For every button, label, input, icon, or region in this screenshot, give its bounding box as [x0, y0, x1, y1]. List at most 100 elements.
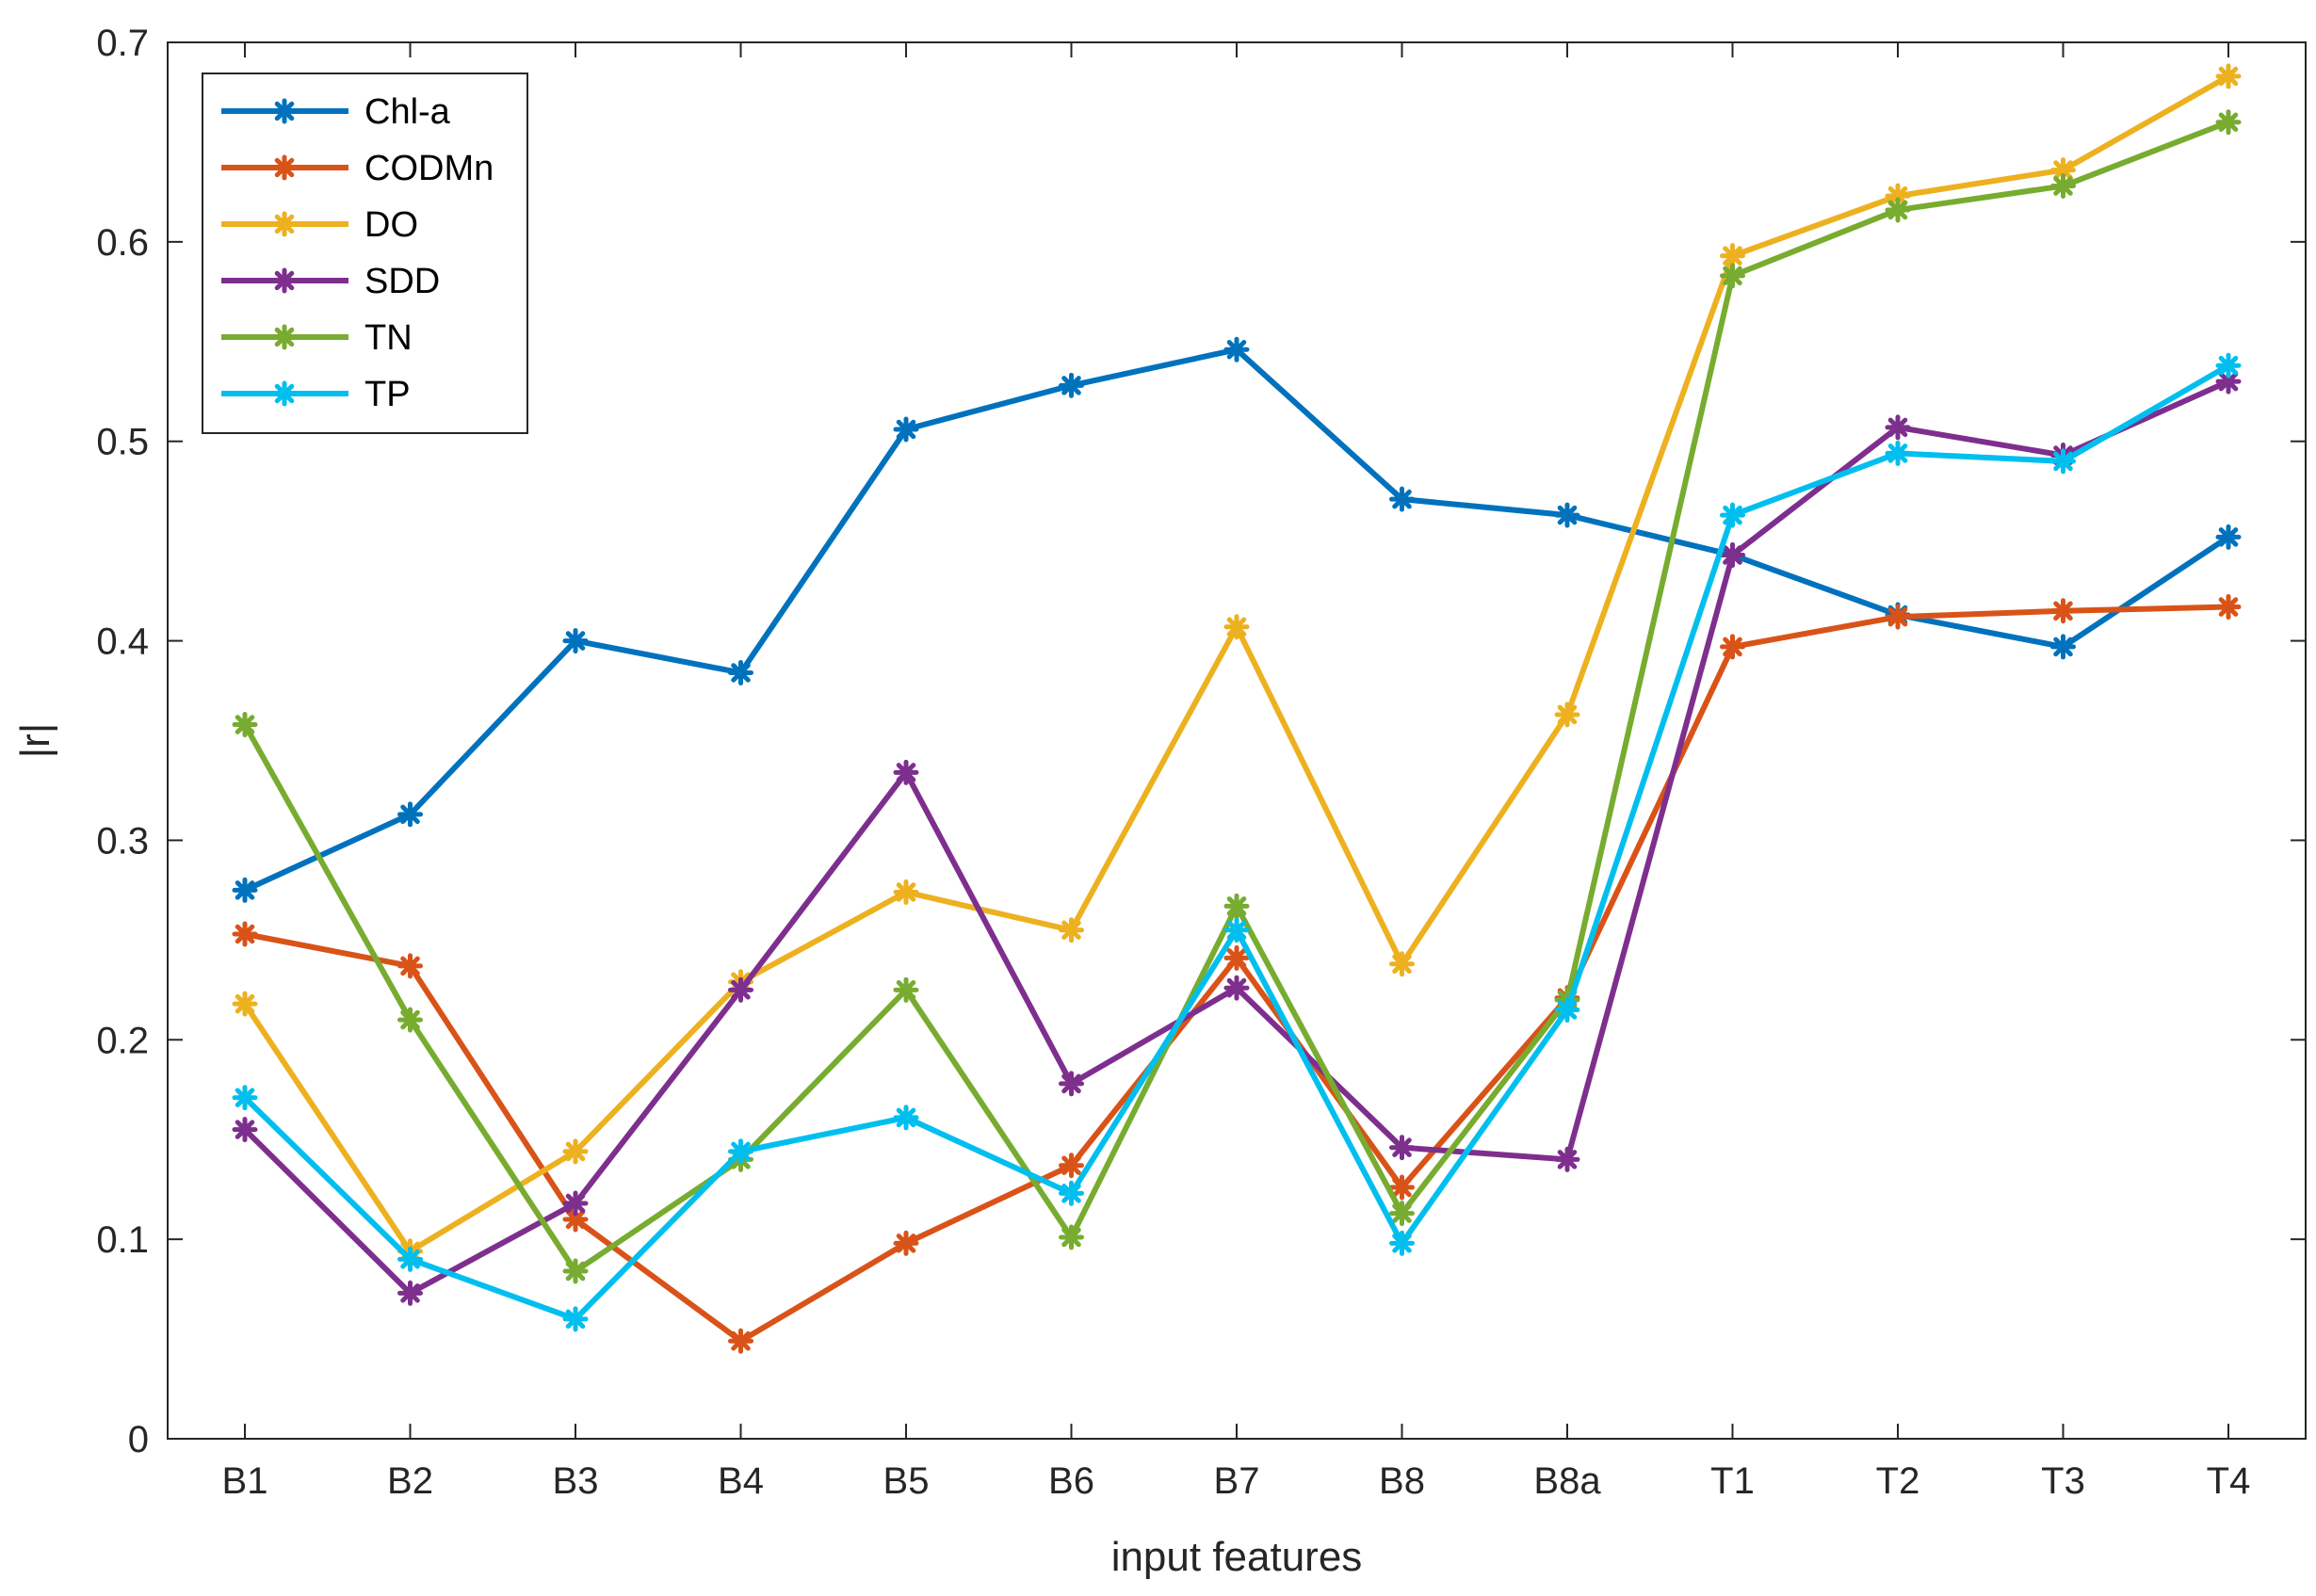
- legend-marker: [271, 211, 298, 237]
- data-point-tp-t4: [2215, 352, 2242, 379]
- data-point-tp-b4: [728, 1138, 753, 1165]
- data-point-tn-b2: [397, 1007, 423, 1033]
- legend-label: DO: [364, 205, 418, 245]
- legend-marker: [271, 324, 298, 350]
- x-tick-label: T2: [1876, 1460, 1920, 1502]
- x-tick-label: B8a: [1533, 1460, 1601, 1502]
- legend-label: CODMn: [364, 149, 494, 188]
- data-point-codmn-t4: [2215, 594, 2242, 621]
- data-point-codmn-b7: [1223, 944, 1250, 971]
- data-point-chl-a-b3: [562, 628, 589, 654]
- data-point-tn-b5: [893, 976, 919, 1003]
- legend-box: [202, 73, 528, 434]
- data-point-do-b6: [1059, 917, 1084, 943]
- data-point-tp-b2: [397, 1246, 423, 1272]
- data-point-sdd-b5: [893, 759, 919, 785]
- legend-marker: [271, 154, 298, 181]
- data-point-codmn-b2: [397, 953, 423, 979]
- x-tick-label: B7: [1214, 1460, 1260, 1502]
- legend-item-tp: TP: [221, 375, 411, 414]
- data-point-sdd-b6: [1059, 1071, 1084, 1097]
- x-axis-title: input features: [1111, 1534, 1363, 1580]
- data-point-chl-a-b2: [397, 801, 423, 828]
- y-axis-title: |r|: [12, 723, 58, 759]
- data-point-do-b8: [1389, 951, 1415, 977]
- legend-label: SDD: [364, 262, 440, 301]
- data-point-tp-b6: [1059, 1180, 1084, 1206]
- data-point-chl-a-b8a: [1554, 502, 1580, 528]
- data-point-chl-a-b8: [1389, 486, 1415, 512]
- data-point-do-b1: [232, 991, 258, 1017]
- legend-marker: [271, 98, 298, 124]
- data-point-sdd-b8a: [1554, 1146, 1580, 1172]
- data-point-sdd-b8: [1389, 1135, 1415, 1161]
- data-point-codmn-t2: [1885, 604, 1911, 630]
- data-point-chl-a-b5: [893, 416, 919, 443]
- data-point-tn-b1: [232, 712, 258, 738]
- data-point-tp-b8: [1389, 1230, 1415, 1256]
- data-point-codmn-b1: [232, 921, 258, 947]
- data-point-tn-t4: [2215, 109, 2242, 136]
- y-tick-label: 0.1: [96, 1219, 149, 1261]
- data-point-sdd-t1: [1720, 541, 1745, 568]
- data-point-codmn-b8: [1389, 1174, 1415, 1201]
- data-point-sdd-t2: [1885, 414, 1911, 441]
- y-tick-label: 0.2: [96, 1020, 149, 1061]
- data-point-tn-b6: [1059, 1224, 1084, 1250]
- data-point-do-b8a: [1554, 701, 1580, 728]
- data-point-sdd-b7: [1223, 975, 1250, 1001]
- x-tick-label: B1: [222, 1460, 268, 1502]
- data-point-sdd-b1: [232, 1117, 258, 1143]
- data-point-chl-a-b1: [232, 877, 258, 903]
- data-point-tp-t3: [2050, 448, 2076, 475]
- x-tick-label: B4: [718, 1460, 764, 1502]
- data-point-tn-b3: [562, 1258, 589, 1284]
- legend: Chl-a CODMn DO SDD TN TP: [202, 73, 528, 434]
- data-point-codmn-b4: [728, 1328, 753, 1354]
- data-point-tn-t3: [2050, 173, 2076, 200]
- data-point-sdd-b3: [562, 1190, 589, 1217]
- data-point-codmn-t1: [1720, 634, 1745, 660]
- data-point-sdd-b4: [728, 976, 753, 1003]
- data-point-chl-a-t3: [2050, 634, 2076, 660]
- data-point-tn-t2: [1885, 197, 1911, 223]
- legend-marker: [271, 267, 298, 294]
- data-point-chl-a-b4: [728, 659, 753, 685]
- data-point-tp-b7: [1223, 917, 1250, 943]
- legend-item-do: DO: [221, 205, 418, 245]
- legend-label: Chl-a: [364, 92, 451, 132]
- data-point-tn-b7: [1223, 893, 1250, 919]
- axes: 0 0.1 0.2 0.3 0.4 0.5 0.6 0.7 B1 B2 B3 B4 B5 B6 B7 B8 B8…: [96, 23, 2307, 1502]
- y-tick-label: 0.5: [96, 422, 149, 463]
- x-tick-label: B6: [1048, 1460, 1094, 1502]
- legend-item-tn: TN: [221, 318, 413, 358]
- y-tick-label: 0.3: [96, 820, 149, 862]
- data-point-tp-b5: [893, 1104, 919, 1131]
- legend-item-chl-a: Chl-a: [221, 92, 451, 132]
- series-sdd: [232, 368, 2242, 1306]
- data-point-chl-a-b6: [1059, 372, 1084, 398]
- data-point-codmn-b6: [1059, 1153, 1084, 1179]
- x-tick-label: B2: [387, 1460, 433, 1502]
- data-point-chl-a-t4: [2215, 524, 2242, 550]
- data-point-tp-b3: [562, 1306, 589, 1332]
- y-tick-label: 0.4: [96, 621, 149, 663]
- data-point-tp-b8a: [1554, 997, 1580, 1024]
- legend-label: TP: [364, 375, 411, 414]
- legend-item-sdd: SDD: [221, 262, 440, 301]
- data-point-tp-t2: [1885, 440, 1911, 466]
- legend-marker: [271, 380, 298, 407]
- data-point-tp-b1: [232, 1085, 258, 1111]
- data-point-do-b7: [1223, 614, 1250, 640]
- legend-label: TN: [364, 318, 413, 358]
- data-point-do-t1: [1720, 243, 1745, 269]
- y-tick-label: 0.6: [96, 222, 149, 264]
- plot-area: [232, 63, 2242, 1354]
- x-tick-label: B8: [1379, 1460, 1425, 1502]
- data-point-sdd-b2: [397, 1280, 423, 1306]
- data-point-do-b3: [562, 1138, 589, 1165]
- data-point-tn-t1: [1720, 263, 1745, 289]
- y-tick-label: 0.7: [96, 23, 149, 64]
- data-point-codmn-b5: [893, 1230, 919, 1256]
